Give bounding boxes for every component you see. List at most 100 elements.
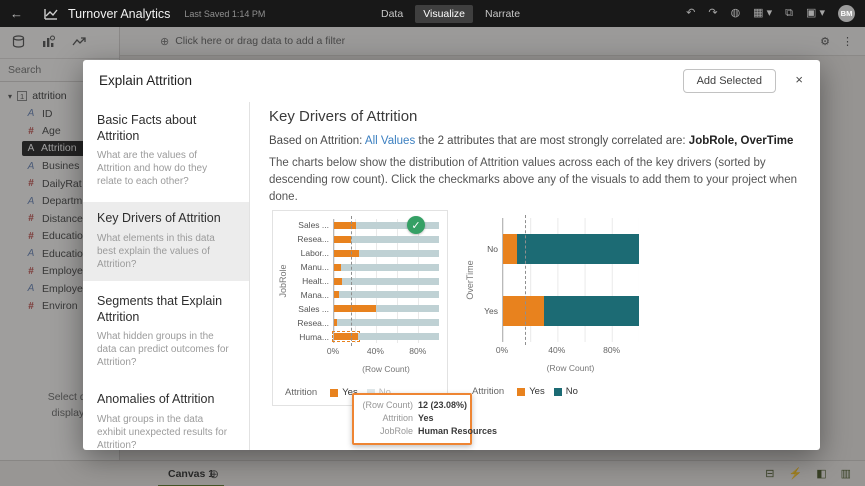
explain-nav-item-4[interactable]: Anomalies of Attrition What groups in the… bbox=[83, 383, 249, 462]
segment-yes[interactable] bbox=[331, 330, 361, 343]
legend-item-no[interactable]: No bbox=[553, 386, 578, 397]
legend-item-yes[interactable]: Yes bbox=[330, 387, 358, 398]
all-values-link[interactable]: All Values bbox=[364, 135, 416, 147]
canvas-bar: Canvas 1 ⊕ ⊟ ⚡ ◧ ▥ bbox=[0, 460, 865, 486]
segment-no[interactable] bbox=[339, 291, 439, 299]
segment-yes[interactable] bbox=[334, 235, 351, 243]
explain-nav: Basic Facts about Attrition What are the … bbox=[83, 102, 250, 451]
explain-nav-item-1[interactable]: Basic Facts about Attrition What are the … bbox=[83, 104, 249, 198]
segment-no[interactable] bbox=[376, 305, 439, 313]
bar-manu[interactable] bbox=[334, 263, 439, 271]
field-item-educatio[interactable]: # Educatio bbox=[0, 228, 119, 246]
field-item-dailyrat[interactable]: # DailyRat bbox=[0, 175, 119, 193]
legend-item-yes[interactable]: Yes bbox=[517, 386, 545, 397]
tab-data[interactable]: Data bbox=[381, 7, 404, 20]
nav-item-title: Key Drivers of Attrition bbox=[97, 211, 221, 226]
dataset-node[interactable]: ▾ 1 attrition bbox=[0, 86, 119, 105]
segment-no[interactable] bbox=[517, 234, 639, 264]
auto-apply-icon[interactable]: ⚡ bbox=[788, 468, 803, 480]
segment-no[interactable] bbox=[342, 277, 439, 285]
segment-yes[interactable] bbox=[334, 291, 340, 299]
bar-huma[interactable] bbox=[331, 330, 439, 343]
segment-yes[interactable] bbox=[334, 277, 343, 285]
tab-narrate[interactable]: Narrate bbox=[485, 7, 521, 20]
segment-no[interactable] bbox=[358, 333, 439, 340]
bar-sales[interactable] bbox=[334, 222, 439, 229]
plot-area bbox=[502, 215, 639, 345]
category-label: Huma... bbox=[299, 332, 329, 342]
add-filter-icon[interactable]: ⊕ bbox=[160, 35, 170, 48]
content-heading: Key Drivers of Attrition bbox=[269, 108, 418, 125]
filter-bar[interactable]: ⊕ Click here or drag data to add a filte… bbox=[120, 27, 865, 56]
segment-no[interactable] bbox=[544, 296, 639, 326]
field-item-departm[interactable]: A Departm bbox=[0, 193, 119, 211]
data-tab-icon[interactable] bbox=[12, 35, 25, 48]
segment-no[interactable] bbox=[336, 319, 439, 327]
segment-yes[interactable] bbox=[334, 305, 376, 313]
filter-kebab-icon[interactable]: ⋮ bbox=[842, 35, 853, 48]
field-item-environ[interactable]: # Environ bbox=[0, 298, 119, 316]
segment-yes[interactable] bbox=[334, 319, 337, 327]
segment-no[interactable] bbox=[350, 235, 439, 243]
field-item-busines[interactable]: A Busines bbox=[0, 158, 119, 176]
explain-nav-item-2[interactable]: Key Drivers of Attrition What elements in… bbox=[83, 202, 249, 281]
view-menu-icon[interactable]: ▦ ▾ bbox=[753, 7, 773, 19]
bar-mana[interactable] bbox=[334, 291, 439, 299]
bar-labor[interactable] bbox=[334, 249, 439, 257]
field-item-employe[interactable]: A Employe bbox=[0, 280, 119, 298]
save-icon[interactable]: ▣ ▾ bbox=[806, 7, 825, 19]
segment-yes[interactable] bbox=[334, 222, 357, 229]
add-canvas-icon[interactable]: ⊕ bbox=[209, 467, 220, 481]
add-selected-button[interactable]: Add Selected bbox=[682, 69, 776, 93]
back-icon[interactable]: ← bbox=[10, 6, 23, 21]
number-type-icon: # bbox=[28, 178, 34, 190]
field-item-attrition[interactable]: A Attrition bbox=[0, 140, 119, 158]
plot-area bbox=[331, 216, 439, 346]
segment-yes[interactable] bbox=[503, 296, 545, 326]
segment-no[interactable] bbox=[359, 249, 439, 257]
bar-no[interactable] bbox=[503, 234, 639, 264]
properties-icon[interactable]: ⊟ bbox=[765, 468, 775, 480]
field-label: Distance bbox=[42, 212, 83, 225]
field-item-employe[interactable]: # Employe bbox=[0, 263, 119, 281]
legend-item-no[interactable]: No bbox=[366, 387, 391, 398]
present-icon[interactable]: ⧉ bbox=[785, 7, 794, 19]
refresh-data-icon[interactable]: ◍ bbox=[730, 7, 741, 19]
segment-yes[interactable] bbox=[503, 234, 518, 264]
redo-icon[interactable]: ↷ bbox=[708, 7, 718, 19]
field-label: Educatio bbox=[42, 247, 83, 260]
legend: Attrition Yes No bbox=[472, 386, 639, 397]
data-panel-icon[interactable]: ▥ bbox=[840, 468, 851, 480]
explain-nav-item-3[interactable]: Segments that Explain Attrition What hidd… bbox=[83, 285, 249, 379]
filter-settings-icon[interactable]: ⚙ bbox=[820, 35, 830, 48]
jobrole-chart[interactable]: ✓ JobRole Sales ... Resea... Labor... Manu..… bbox=[272, 210, 448, 406]
bar-resea[interactable] bbox=[334, 235, 439, 243]
analytics-tab-icon[interactable] bbox=[72, 35, 86, 48]
undo-icon[interactable]: ↶ bbox=[686, 7, 696, 19]
nav-item-desc: What groups in the data exhibit unexpect… bbox=[97, 413, 228, 451]
tree-expand-icon[interactable]: ▾ bbox=[8, 91, 13, 101]
bar-yes[interactable] bbox=[503, 296, 639, 326]
segment-yes[interactable] bbox=[334, 249, 360, 257]
field-item-educatio[interactable]: A Educatio bbox=[0, 245, 119, 263]
correlated-attributes: JobRole, OverTime bbox=[688, 135, 794, 147]
number-type-icon: # bbox=[28, 300, 34, 312]
field-item-id[interactable]: A ID bbox=[0, 105, 119, 123]
bar-sales[interactable] bbox=[334, 305, 439, 313]
visual-selected-check-icon[interactable]: ✓ bbox=[407, 216, 425, 234]
field-item-distance[interactable]: # Distance bbox=[0, 210, 119, 228]
visualizations-tab-icon[interactable] bbox=[42, 35, 55, 48]
category-label: Sales ... bbox=[298, 220, 329, 230]
segment-no[interactable] bbox=[356, 222, 439, 229]
x-tick: 40% bbox=[366, 346, 384, 356]
bar-resea[interactable] bbox=[334, 319, 439, 327]
grammar-panel-icon[interactable]: ◧ bbox=[816, 468, 827, 480]
segment-no[interactable] bbox=[341, 263, 439, 271]
field-item-age[interactable]: # Age bbox=[0, 123, 119, 141]
segment-yes[interactable] bbox=[334, 263, 342, 271]
bar-healt[interactable] bbox=[334, 277, 439, 285]
avatar[interactable]: BM bbox=[838, 5, 855, 22]
close-icon[interactable]: × bbox=[795, 72, 803, 87]
tab-visualize[interactable]: Visualize bbox=[415, 4, 474, 23]
overtime-chart[interactable]: OverTime No Yes 0% 40% 80% (Row Count) Attritio… bbox=[460, 210, 645, 406]
